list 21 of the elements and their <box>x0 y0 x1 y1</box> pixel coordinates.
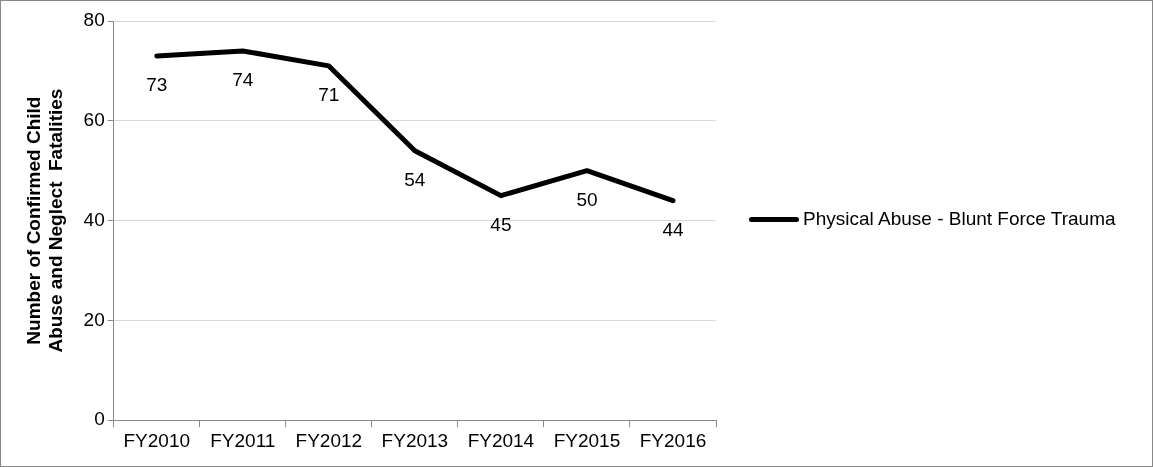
y-tick-label: 80 <box>83 9 105 31</box>
x-tick-label: FY2015 <box>553 429 621 451</box>
x-tick-label: FY2014 <box>467 429 535 451</box>
y-tick-label: 40 <box>83 208 105 230</box>
x-tick-label: FY2016 <box>639 429 707 451</box>
legend-label: Physical Abuse - Blunt Force Trauma <box>803 207 1116 231</box>
data-label: 45 <box>490 213 512 235</box>
y-tick-label: 20 <box>83 308 105 330</box>
y-tick-label: 0 <box>94 408 105 430</box>
data-label: 74 <box>232 69 254 91</box>
x-tick-label: FY2010 <box>123 429 191 451</box>
data-label: 73 <box>146 74 168 96</box>
y-tick-label: 60 <box>83 109 105 131</box>
data-label: 71 <box>318 84 340 106</box>
data-label: 50 <box>576 188 598 210</box>
y-axis-title: Number of Confirmed Child Abuse and Neglect Fatalities <box>22 88 67 353</box>
x-tick-label: FY2011 <box>210 429 276 451</box>
data-label: 54 <box>404 168 426 190</box>
data-label: 44 <box>662 218 684 240</box>
x-tick-label: FY2012 <box>295 429 363 451</box>
x-tick-label: FY2013 <box>381 429 449 451</box>
